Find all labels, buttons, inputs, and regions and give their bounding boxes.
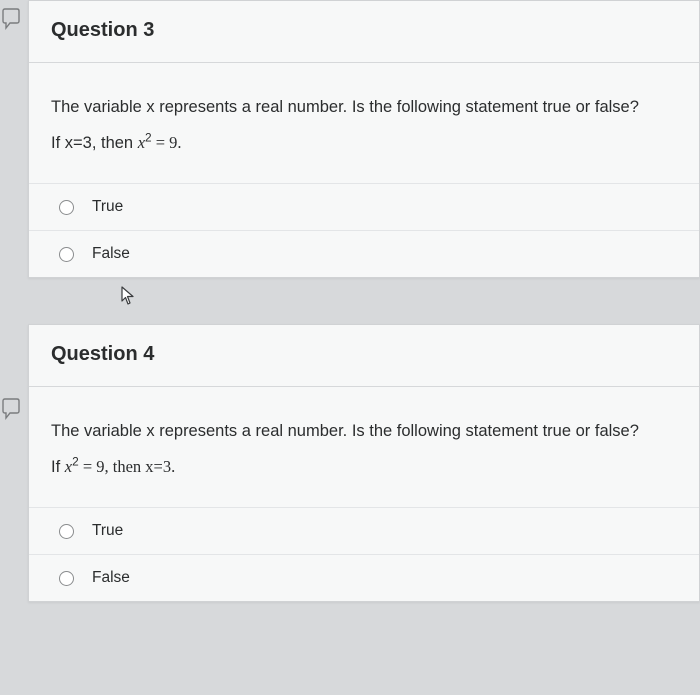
math-rhs: = 9. bbox=[152, 133, 182, 152]
quiz-container: Question 3 The variable x represents a r… bbox=[0, 0, 700, 602]
answer-option-false[interactable]: False bbox=[29, 231, 699, 277]
math-var: x bbox=[138, 133, 145, 152]
answer-label: True bbox=[92, 198, 123, 216]
answer-option-true[interactable]: True bbox=[29, 508, 699, 555]
answer-label: True bbox=[92, 522, 123, 540]
question-block-4: Question 4 The variable x represents a r… bbox=[28, 324, 700, 602]
prompt-prefix: If bbox=[51, 458, 65, 476]
speech-bubble-icon bbox=[2, 398, 20, 420]
prompt-prefix: If x=3, then bbox=[51, 134, 138, 152]
answer-option-true[interactable]: True bbox=[29, 184, 699, 231]
answer-label: False bbox=[92, 245, 130, 263]
answer-list: True False bbox=[29, 183, 699, 277]
math-exp: 2 bbox=[145, 131, 152, 145]
answer-label: False bbox=[92, 569, 130, 587]
prompt-line1: The variable x represents a real number.… bbox=[51, 417, 677, 445]
question-header: Question 3 bbox=[29, 1, 699, 63]
radio-icon bbox=[59, 571, 74, 586]
math-var: x bbox=[65, 457, 72, 476]
question-title: Question 4 bbox=[51, 343, 677, 366]
radio-icon bbox=[59, 200, 74, 215]
prompt-line1: The variable x represents a real number.… bbox=[51, 93, 677, 121]
math-rhs: = 9, then x=3. bbox=[79, 457, 176, 476]
question-body: The variable x represents a real number.… bbox=[29, 387, 699, 507]
prompt-line2: If x=3, then x2 = 9. bbox=[51, 129, 677, 157]
answer-option-false[interactable]: False bbox=[29, 555, 699, 601]
prompt-line2: If x2 = 9, then x=3. bbox=[51, 453, 677, 481]
question-title: Question 3 bbox=[51, 19, 677, 42]
answer-list: True False bbox=[29, 507, 699, 601]
question-block-3: Question 3 The variable x represents a r… bbox=[28, 0, 700, 278]
speech-bubble-icon bbox=[2, 8, 20, 30]
question-header: Question 4 bbox=[29, 325, 699, 387]
radio-icon bbox=[59, 247, 74, 262]
question-body: The variable x represents a real number.… bbox=[29, 63, 699, 183]
radio-icon bbox=[59, 524, 74, 539]
math-exp: 2 bbox=[72, 455, 79, 469]
